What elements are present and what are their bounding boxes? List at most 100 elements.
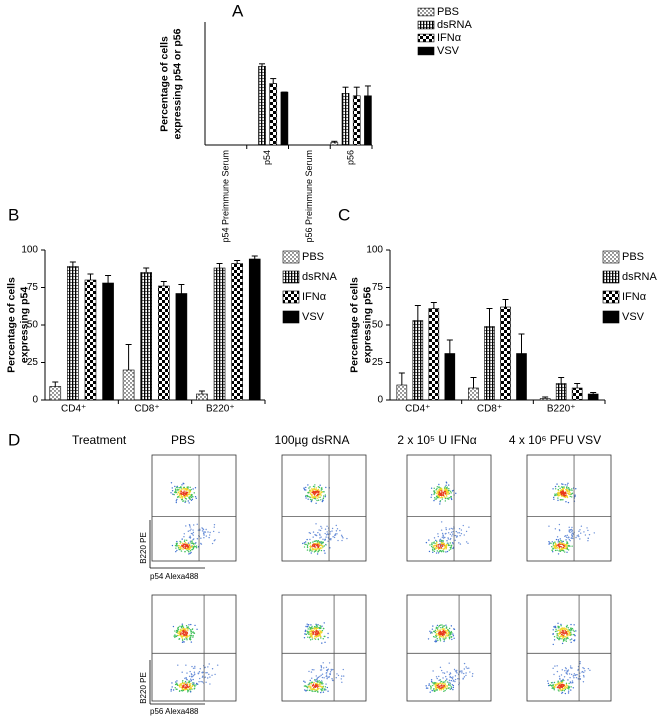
- dot: [191, 498, 194, 501]
- dot: [561, 689, 564, 692]
- plot-frame: [526, 594, 612, 702]
- dot: [346, 537, 348, 540]
- dot: [562, 640, 565, 642]
- dot: [183, 641, 185, 643]
- dot: [318, 549, 320, 551]
- dot: [563, 635, 566, 637]
- dot: [191, 685, 194, 688]
- dot: [192, 531, 195, 534]
- dot: [188, 523, 191, 526]
- dot: [448, 549, 450, 551]
- dot: [174, 683, 177, 686]
- dot: [564, 535, 566, 538]
- dot: [446, 629, 449, 631]
- dot: [447, 542, 449, 544]
- dot: [179, 493, 181, 496]
- dot: [171, 682, 173, 684]
- dot: [455, 492, 457, 495]
- dot: [184, 638, 186, 640]
- dot: [331, 678, 333, 680]
- dot: [321, 487, 323, 489]
- dot: [193, 674, 195, 677]
- dot: [431, 628, 434, 630]
- dot: [433, 541, 435, 543]
- dot: [312, 531, 315, 533]
- dot: [309, 639, 312, 641]
- dot: [312, 629, 314, 632]
- dot: [434, 683, 436, 686]
- dot: [439, 542, 441, 545]
- dot: [433, 492, 436, 494]
- dot: [189, 680, 191, 683]
- dot: [177, 628, 179, 630]
- dot: [557, 553, 560, 555]
- dot: [430, 688, 432, 690]
- dot: [342, 537, 344, 539]
- dot: [434, 686, 437, 688]
- dot: [453, 668, 456, 671]
- dot: [556, 637, 559, 640]
- dot: [180, 545, 182, 548]
- dot: [190, 542, 192, 544]
- dot: [451, 632, 453, 634]
- dot: [559, 628, 562, 631]
- dot: [561, 635, 563, 637]
- dot: [564, 667, 567, 669]
- dot: [440, 683, 442, 685]
- dot: [189, 529, 191, 532]
- dot: [310, 632, 313, 634]
- y-axis-label: expressing p54 or p56: [171, 28, 183, 139]
- dot: [439, 685, 441, 687]
- dot: [189, 550, 192, 552]
- dot: [443, 633, 445, 635]
- dot: [559, 632, 561, 634]
- dot: [455, 671, 458, 673]
- dot: [192, 631, 194, 634]
- dot: [551, 541, 554, 543]
- dot: [209, 531, 211, 534]
- dot: [427, 638, 430, 640]
- bar: [213, 267, 226, 401]
- dot: [188, 624, 190, 626]
- dot: [555, 538, 558, 541]
- dot: [181, 548, 183, 550]
- dot: [189, 495, 191, 498]
- dot: [317, 531, 319, 534]
- dot: [568, 529, 570, 532]
- dot: [331, 530, 333, 532]
- dot: [187, 689, 189, 691]
- dot: [185, 498, 188, 500]
- dot: [189, 535, 191, 537]
- dot: [209, 683, 211, 685]
- dot: [316, 493, 319, 496]
- dot: [337, 674, 340, 677]
- dot: [571, 680, 574, 682]
- dot: [185, 492, 188, 495]
- dot: [436, 542, 438, 544]
- dot: [315, 523, 317, 525]
- dot: [575, 676, 578, 679]
- dot: [329, 531, 332, 533]
- dot: [182, 496, 184, 498]
- dot: [568, 633, 571, 635]
- dot: [317, 631, 319, 634]
- dot: [184, 683, 187, 686]
- dot: [317, 634, 319, 637]
- dot: [192, 545, 194, 547]
- bar: [175, 293, 188, 401]
- dot: [560, 623, 562, 626]
- dot: [196, 523, 198, 525]
- dot: [188, 553, 190, 555]
- dot: [190, 496, 193, 499]
- dot: [583, 531, 585, 533]
- dot: [449, 548, 452, 550]
- dot: [437, 548, 440, 551]
- dot: [315, 682, 317, 685]
- dot: [303, 680, 305, 682]
- dot: [314, 690, 317, 692]
- dot: [435, 547, 438, 550]
- dot: [176, 498, 178, 501]
- dot: [450, 630, 452, 633]
- dot: [202, 532, 205, 535]
- dot: [309, 538, 311, 541]
